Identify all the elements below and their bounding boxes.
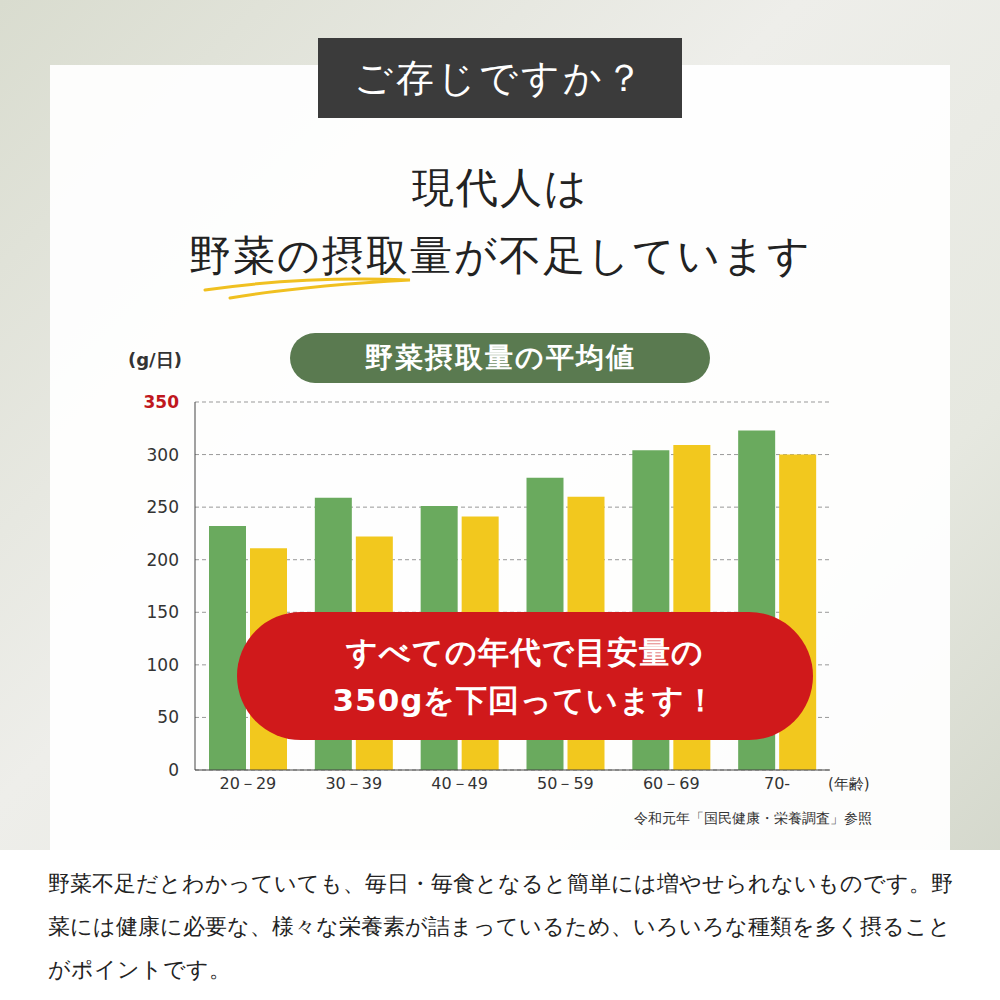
html-text:野菜の摂取量が不足しています: 野菜の摂取量が不足しています — [188, 231, 812, 280]
html-text:野菜摂取量の平均値: 野菜摂取量の平均値 — [364, 341, 636, 374]
svg-text:150: 150 — [147, 602, 179, 622]
svg-text:60－69: 60－69 — [643, 774, 700, 793]
html-text:(年齢): (年齢) — [828, 775, 870, 793]
svg-text:50－59: 50－59 — [537, 774, 594, 793]
html-text:現代人は: 現代人は — [411, 163, 589, 212]
html-text:令和元年「国民健康・栄養調査」参照: 令和元年「国民健康・栄養調査」参照 — [634, 810, 872, 826]
svg-text:40－49: 40－49 — [431, 774, 488, 793]
svg-text:100: 100 — [147, 655, 179, 675]
svg-text:70-: 70- — [764, 774, 790, 793]
svg-text:250: 250 — [147, 497, 179, 517]
html-text:ご存じですか？: ご存じですか？ — [354, 55, 646, 100]
html-text:すべての年代で目安量の: すべての年代で目安量の — [346, 634, 704, 670]
svg-text:300: 300 — [147, 445, 179, 465]
svg-text:350: 350 — [144, 392, 180, 412]
svg-text:200: 200 — [147, 550, 179, 570]
html-text:野菜不足だとわかっていても、毎日・毎食となると簡単には増やせ: 野菜不足だとわかっていても、毎日・毎食となると簡単には増やせられないものです。野… — [48, 871, 953, 982]
svg-text:30－39: 30－39 — [325, 774, 382, 793]
html-text:(g/日): (g/日) — [128, 349, 182, 370]
html-text:350gを下回っています！: 350gを下回っています！ — [332, 682, 718, 718]
svg-text:20－29: 20－29 — [220, 774, 277, 793]
svg-text:0: 0 — [168, 760, 179, 780]
svg-text:50: 50 — [157, 707, 179, 727]
